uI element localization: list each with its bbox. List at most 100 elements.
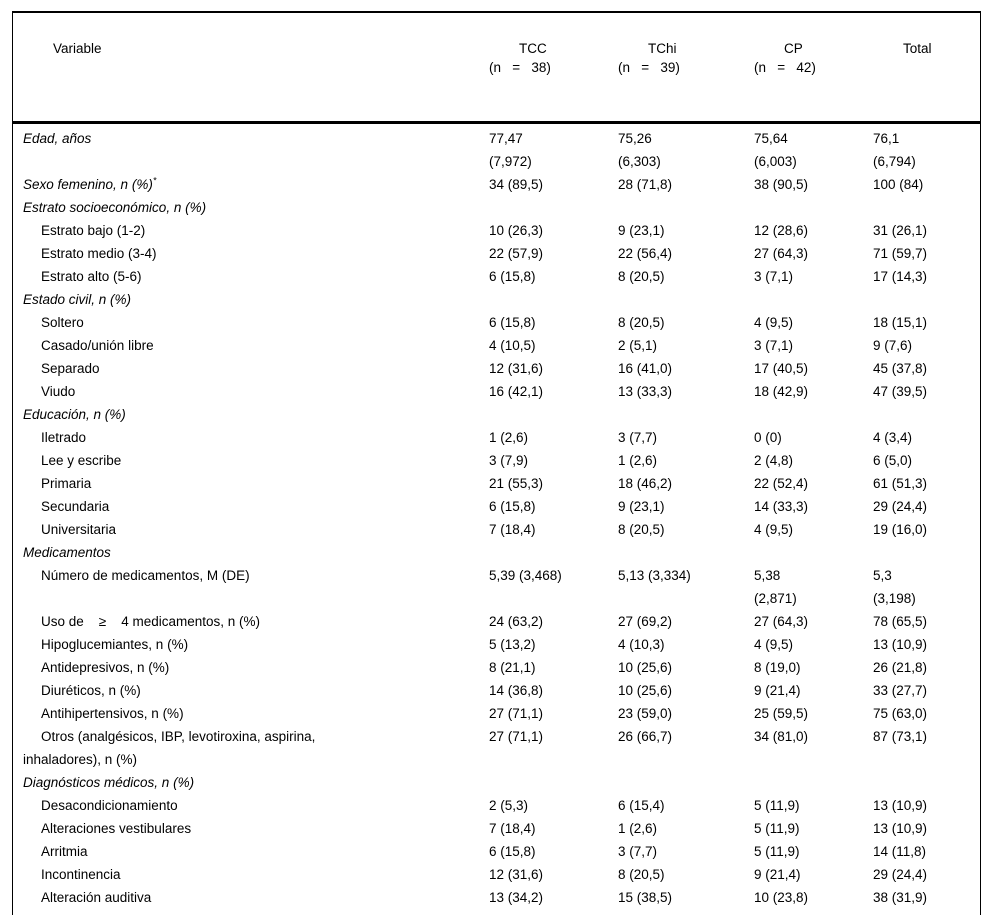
- table-row: Estrato bajo (1-2) 10 (26,3) 9 (23,1) 12 (2…: [13, 219, 980, 242]
- cell-value: 17 (14,3): [873, 269, 928, 284]
- row-label-text: Lee y escribe: [41, 453, 122, 468]
- cell-value: 3 (7,7): [618, 844, 658, 859]
- cell-value: 13 (34,2): [489, 890, 544, 905]
- cell-value: 4 (3,4): [873, 430, 913, 445]
- row-label-continuation: inhaladores), n (%): [23, 752, 138, 767]
- row-label: Estado civil, n (%): [13, 288, 489, 311]
- row-label: Número de medicamentos, M (DE): [13, 564, 489, 610]
- cell-value: 4 (9,5): [754, 522, 794, 537]
- row-label-text: Iletrado: [41, 430, 87, 445]
- cell-value: 100 (84): [873, 177, 924, 192]
- cell-value: 3 (7,1): [754, 338, 794, 353]
- cell-value: 18 (47,4): [489, 909, 618, 915]
- cell-value: 27 (71,1): [489, 729, 544, 744]
- cell-value: [873, 541, 980, 564]
- row-label: Separado: [13, 357, 489, 380]
- cell-value: 9 (7,6): [873, 338, 913, 353]
- demographics-table: Variable TCC (n = 38) TChi (n = 39) CP (n =…: [12, 11, 981, 915]
- cell-value: 18 (15,1): [873, 315, 928, 330]
- cell-value: 13 (10,9): [873, 798, 928, 813]
- cell-value: 29 (24,4): [873, 499, 928, 514]
- cell-value: [489, 771, 618, 794]
- column-title: Variable: [53, 41, 102, 56]
- cell-value: 16 (42,1): [489, 384, 544, 399]
- cell-value: 26 (21,8): [873, 660, 928, 675]
- cell-value: 34 (89,5): [489, 177, 544, 192]
- cell-value: 17 (43,6): [618, 909, 754, 915]
- cell-value: 14 (11,8): [873, 844, 927, 859]
- row-label: Estrato alto (5-6): [13, 265, 489, 288]
- row-label: Diagnósticos médicos, n (%): [13, 771, 489, 794]
- row-label-text: Separado: [41, 361, 100, 376]
- row-label: Estrato socioeconómico, n (%): [13, 196, 489, 219]
- cell-value: 4 (9,5): [754, 315, 794, 330]
- row-label: Iletrado: [13, 426, 489, 449]
- table-row: Estrato medio (3-4) 22 (57,9) 22 (56,4) 27 …: [13, 242, 980, 265]
- cell-value: 5,38 (2,871): [754, 568, 797, 606]
- cell-value: 6 (15,8): [489, 315, 536, 330]
- row-label-text: Casado/unión libre: [41, 338, 154, 353]
- row-label-text: Incontinencia: [41, 867, 121, 882]
- cell-value: 9 (21,4): [754, 683, 801, 698]
- row-label-text: Otros (analgésicos, IBP, levotiroxina, a…: [41, 729, 316, 744]
- column-subtitle: (n = 39): [618, 60, 680, 75]
- cell-value: 14 (36,8): [489, 683, 544, 698]
- row-label-text: Estrato alto (5-6): [41, 269, 142, 284]
- column-title: Total: [903, 41, 932, 56]
- cell-value: [489, 196, 618, 219]
- cell-value: 75,26 (6,303): [618, 131, 661, 169]
- cell-value: 77,47 (7,972): [489, 131, 532, 169]
- cell-value: 27 (64,3): [754, 246, 809, 261]
- cell-value: 13 (10,9): [873, 821, 928, 836]
- cell-value: 22 (52,4): [754, 476, 809, 491]
- cell-value: 29 (24,4): [873, 867, 928, 882]
- cell-value: 3 (7,9): [489, 453, 529, 468]
- row-label: Antihipertensivos, n (%): [13, 702, 489, 725]
- table-row: Hipoglucemiantes, n (%) 5 (13,2) 4 (10,3) 4…: [13, 633, 980, 656]
- cell-value: 28 (71,8): [618, 177, 673, 192]
- cell-value: 7 (18,4): [489, 821, 536, 836]
- column-title: TChi: [648, 41, 677, 56]
- cell-value: 6 (5,0): [873, 453, 913, 468]
- cell-value: 31 (26,1): [873, 223, 928, 238]
- row-label-text: Diuréticos, n (%): [41, 683, 141, 698]
- table-row: Secundaria 6 (15,8) 9 (23,1) 14 (33,3) 29 (2…: [13, 495, 980, 518]
- table-row: Primaria 21 (55,3) 18 (46,2) 22 (52,4) 61 (5…: [13, 472, 980, 495]
- column-header-variable: Variable: [13, 20, 489, 115]
- row-label: Estrato bajo (1-2): [13, 219, 489, 242]
- cell-value: 8 (20,5): [618, 867, 665, 882]
- row-label-text: Antihipertensivos, n (%): [41, 706, 184, 721]
- row-label: Casado/unión libre: [13, 334, 489, 357]
- cell-value: 13 (10,9): [873, 637, 928, 652]
- cell-value: 12 (28,6): [754, 223, 809, 238]
- cell-value: 2 (5,3): [489, 798, 529, 813]
- row-label-text: Osteoarticular: [41, 913, 125, 915]
- cell-value: 23 (54,8): [754, 909, 873, 915]
- row-label-text: Educación, n (%): [23, 407, 126, 422]
- cell-value: 8 (21,1): [489, 660, 536, 675]
- cell-value: 19 (16,0): [873, 522, 928, 537]
- cell-value: 9 (23,1): [618, 223, 665, 238]
- cell-value: 21 (55,3): [489, 476, 544, 491]
- cell-value: [618, 541, 754, 564]
- cell-value: 76,1 (6,794): [873, 131, 916, 169]
- row-label-text: Hipoglucemiantes, n (%): [41, 637, 189, 652]
- cell-value: 75,64 (6,003): [754, 131, 797, 169]
- table-row: Desacondicionamiento 2 (5,3) 6 (15,4) 5 (11…: [13, 794, 980, 817]
- column-title: TCC: [519, 41, 547, 56]
- cell-value: 22 (57,9): [489, 246, 544, 261]
- row-label: Educación, n (%): [13, 403, 489, 426]
- row-label-text: Medicamentos: [23, 545, 111, 560]
- table-row: Iletrado 1 (2,6) 3 (7,7) 0 (0) 4 (3,4): [13, 426, 980, 449]
- table-body: Edad, años 77,47 (7,972) 75,26 (6,303) 75,6…: [13, 124, 980, 915]
- cell-value: 0 (0): [754, 430, 782, 445]
- table-row: Uso de ≥ 4 medicamentos, n (%) 24 (63,2) 2…: [13, 610, 980, 633]
- row-label-text: Antidepresivos, n (%): [41, 660, 170, 675]
- cell-value: 24 (63,2): [489, 614, 544, 629]
- cell-value: 71 (59,7): [873, 246, 928, 261]
- cell-value: [873, 196, 980, 219]
- cell-value: 34 (81,0): [754, 729, 809, 744]
- row-label: Hipoglucemiantes, n (%): [13, 633, 489, 656]
- table-row: Arritmia 6 (15,8) 3 (7,7) 5 (11,9) 14 (11,8): [13, 840, 980, 863]
- row-label: Uso de ≥ 4 medicamentos, n (%): [13, 610, 489, 633]
